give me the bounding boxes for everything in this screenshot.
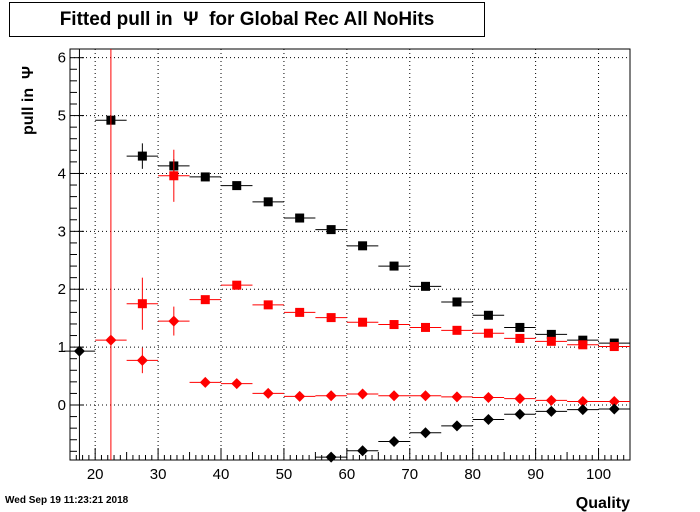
- data-point-square: [137, 151, 147, 161]
- y-tick-label: 0: [58, 397, 66, 414]
- data-point-diamond: [168, 315, 180, 327]
- y-tick-label: 2: [58, 281, 66, 298]
- data-point-square: [232, 181, 242, 191]
- data-point-diamond: [545, 394, 557, 406]
- y-axis-label: pull in Ψ: [20, 66, 37, 135]
- data-point-diamond: [608, 403, 620, 415]
- x-tick-label: 100: [586, 466, 611, 483]
- data-point-diamond: [325, 390, 337, 402]
- data-point-square: [578, 335, 588, 345]
- y-tick-label: 6: [58, 50, 66, 67]
- data-point-diamond: [199, 376, 211, 388]
- data-point-diamond: [262, 387, 274, 399]
- data-point-square: [452, 297, 462, 307]
- data-point-diamond: [388, 390, 400, 402]
- y-tick-label: 1: [58, 339, 66, 356]
- data-point-diamond: [482, 413, 494, 425]
- data-point-diamond: [545, 405, 557, 417]
- data-point-square: [263, 197, 273, 207]
- data-point-square: [483, 328, 493, 338]
- x-tick-label: 60: [339, 466, 356, 483]
- data-point-square: [295, 307, 305, 317]
- data-point-diamond: [451, 420, 463, 432]
- data-point-diamond: [608, 396, 620, 408]
- x-tick-label: 80: [464, 466, 481, 483]
- data-point-square: [421, 281, 431, 291]
- data-point-square: [421, 322, 431, 332]
- axes: 20 30 40 50 60 70 80 90 100 0 1 2 3 4 5 6: [58, 50, 631, 483]
- data-point-square: [232, 280, 242, 290]
- data-point-diamond: [420, 427, 432, 439]
- grid-lines: [70, 49, 630, 460]
- data-point-diamond: [577, 404, 589, 416]
- data-point-diamond: [388, 435, 400, 447]
- data-point-square: [326, 313, 336, 323]
- data-point-square: [546, 329, 556, 339]
- plot-frame: [69, 48, 631, 461]
- data-point-diamond: [231, 378, 243, 390]
- chart-title: Fitted pull in Ψ for Global Rec All NoHi…: [9, 2, 485, 37]
- x-tick-label: 20: [87, 466, 104, 483]
- data-point-diamond: [325, 451, 337, 463]
- data-point-square: [295, 213, 305, 223]
- x-tick-label: 50: [276, 466, 293, 483]
- data-point-square: [169, 171, 179, 181]
- data-point-diamond: [105, 334, 117, 346]
- data-point-square: [483, 310, 493, 320]
- data-point-square: [515, 333, 525, 343]
- data-point-diamond: [514, 408, 526, 420]
- data-point-square: [546, 336, 556, 346]
- data-point-square: [389, 320, 399, 330]
- data-point-square: [263, 300, 273, 310]
- data-point-square: [609, 342, 619, 352]
- data-point-diamond: [73, 345, 85, 357]
- x-tick-label: 90: [527, 466, 544, 483]
- data-point-square: [326, 225, 336, 235]
- x-tick-label: 40: [213, 466, 230, 483]
- data-point-diamond: [451, 391, 463, 403]
- data-point-square: [358, 241, 368, 251]
- data-point-diamond: [577, 396, 589, 408]
- data-point-square: [452, 325, 462, 335]
- timestamp: Wed Sep 19 11:23:21 2018: [5, 495, 129, 506]
- x-tick-label: 70: [401, 466, 418, 483]
- data-point-diamond: [294, 390, 306, 402]
- y-tick-label: 4: [58, 165, 66, 182]
- data-point-diamond: [482, 391, 494, 403]
- data-point-square: [578, 340, 588, 350]
- data-point-square: [200, 172, 210, 182]
- data-point-diamond: [357, 445, 369, 457]
- data-marks: [63, 49, 630, 463]
- y-tick-label: 3: [58, 223, 66, 240]
- x-axis-label: Quality: [576, 495, 630, 512]
- data-point-square: [389, 261, 399, 271]
- data-point-diamond: [357, 388, 369, 400]
- data-point-diamond: [136, 354, 148, 366]
- data-point-diamond: [420, 390, 432, 402]
- data-point-square: [200, 295, 210, 305]
- data-point-square: [358, 317, 368, 327]
- data-point-square: [137, 299, 147, 309]
- y-tick-label: 5: [58, 108, 66, 125]
- data-point-square: [515, 322, 525, 332]
- data-point-diamond: [514, 393, 526, 405]
- x-tick-label: 30: [150, 466, 167, 483]
